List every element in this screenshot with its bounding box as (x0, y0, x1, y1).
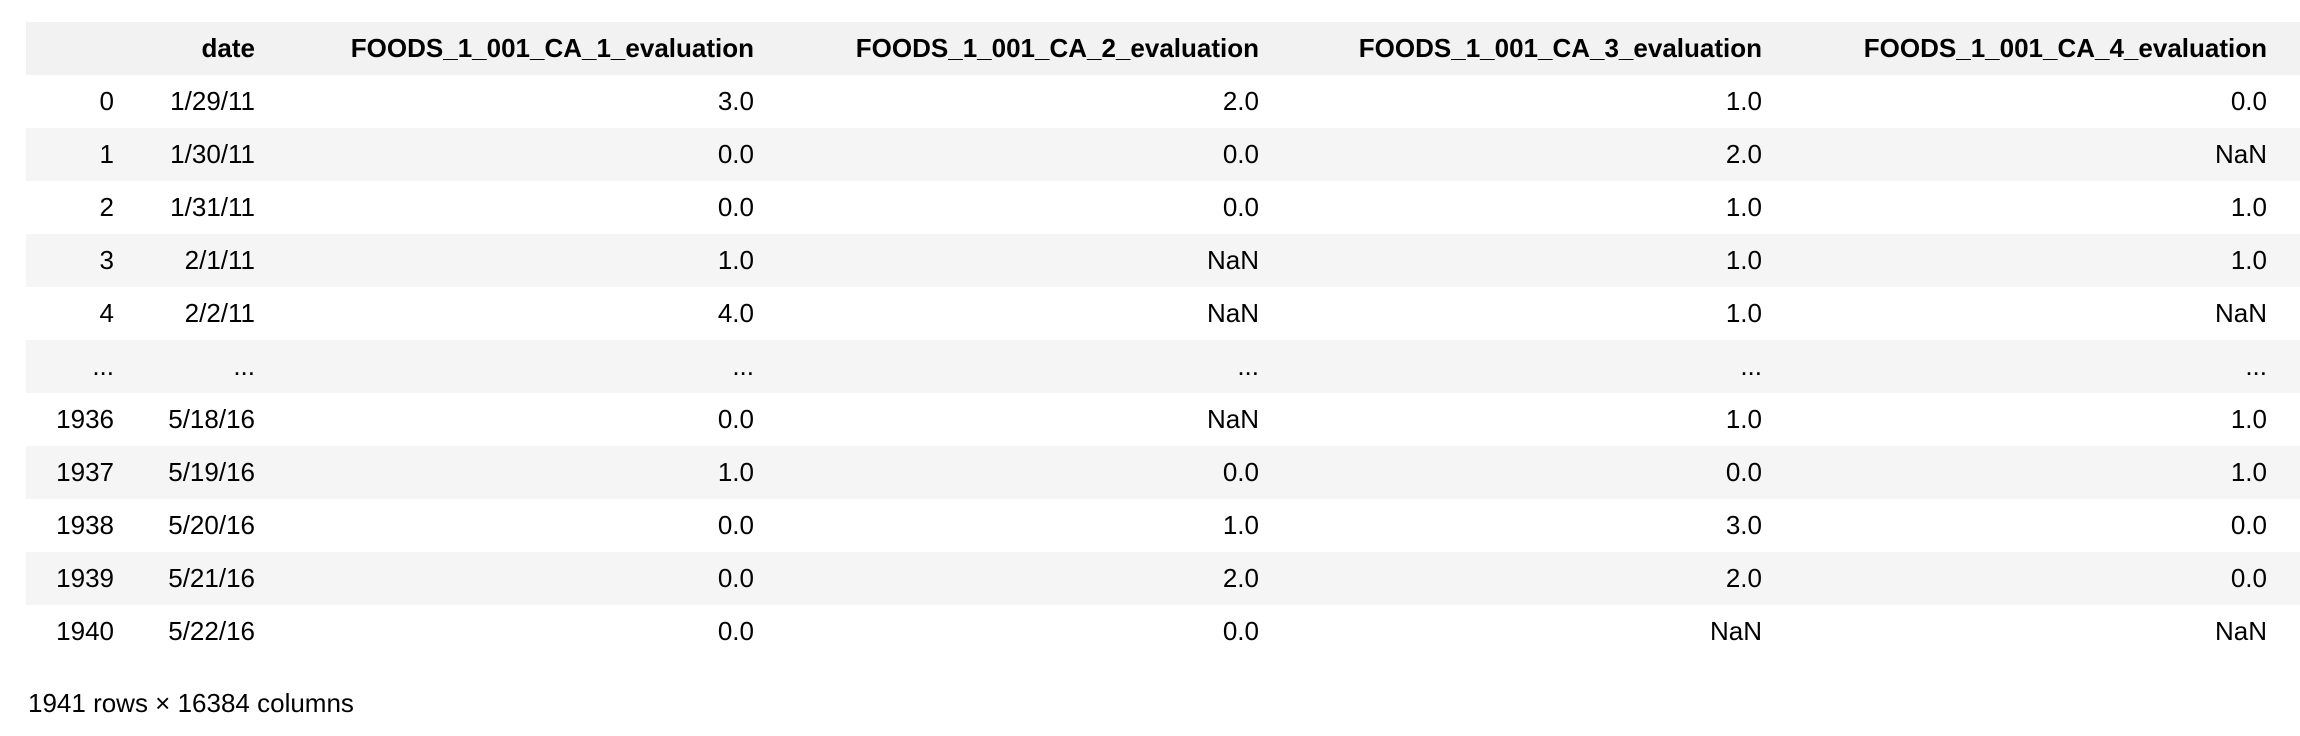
table-cell: 2.0 (1725, 139, 1762, 169)
table-cell: ... (233, 351, 255, 381)
table-cell: 1.0 (1725, 245, 1762, 275)
table-cell: 0.0 (1222, 139, 1259, 169)
table-cell: ... (2245, 351, 2267, 381)
row-index: ... (92, 351, 114, 381)
table-cell: 1.0 (1725, 298, 1762, 328)
table-cell: 5/19/16 (168, 457, 255, 487)
table-cell: NaN (1709, 616, 1762, 646)
column-header: date (201, 33, 255, 63)
table-cell: 1.0 (717, 245, 754, 275)
table-cell: ... (1237, 351, 1259, 381)
table-cell: NaN (1206, 298, 1259, 328)
table-cell: 1.0 (2230, 192, 2267, 222)
table-cell: 1/31/11 (170, 192, 255, 222)
table-cell: 2/1/11 (184, 245, 255, 275)
table-cell: 5/22/16 (168, 616, 255, 646)
table-cell: 2/2/11 (184, 298, 255, 328)
header-row: date FOODS_1_001_CA_1_evaluation FOODS_1_0… (26, 22, 2300, 75)
table-row: 3 2/1/11 1.0 NaN 1.0 1.0 (26, 234, 2300, 287)
column-header: FOODS_1_001_CA_1_evaluation (350, 33, 754, 63)
table-cell: 0.0 (717, 192, 754, 222)
table-row: 1 1/30/11 0.0 0.0 2.0 NaN (26, 128, 2300, 181)
row-index: 1940 (56, 616, 114, 646)
row-index: 1 (99, 139, 114, 169)
table-header: date FOODS_1_001_CA_1_evaluation FOODS_1_0… (26, 22, 2300, 75)
table-cell: 0.0 (1222, 457, 1259, 487)
table-cell: 5/21/16 (168, 563, 255, 593)
row-index: 0 (99, 86, 114, 116)
table-cell: ... (732, 351, 754, 381)
table-cell: 1/30/11 (170, 139, 255, 169)
table-row: 1940 5/22/16 0.0 0.0 NaN NaN (26, 605, 2300, 658)
column-header: FOODS_1_001_CA_4_evaluation (1863, 33, 2267, 63)
table-cell: 0.0 (717, 139, 754, 169)
table-cell: 0.0 (717, 404, 754, 434)
table-cell: 1.0 (2230, 404, 2267, 434)
table-body: 0 1/29/11 3.0 2.0 1.0 0.0 1 1/30/11 0.0 0.0 2.0 NaN… (26, 75, 2300, 658)
column-header: FOODS_1_001_CA_3_evaluation (1358, 33, 1762, 63)
table-cell: 5/20/16 (168, 510, 255, 540)
table-cell: NaN (1206, 245, 1259, 275)
table-cell: 0.0 (1222, 192, 1259, 222)
table-cell: 2.0 (1222, 563, 1259, 593)
table-cell: 1.0 (1222, 510, 1259, 540)
row-index: 4 (99, 298, 114, 328)
table-row: 1936 5/18/16 0.0 NaN 1.0 1.0 (26, 393, 2300, 446)
row-index: 2 (99, 192, 114, 222)
table-cell: 5/18/16 (168, 404, 255, 434)
table-cell: 2.0 (1725, 563, 1762, 593)
table-cell: NaN (2214, 616, 2267, 646)
table-cell: 0.0 (1222, 616, 1259, 646)
dataframe: date FOODS_1_001_CA_1_evaluation FOODS_1_0… (26, 22, 2300, 658)
row-index: 1938 (56, 510, 114, 540)
table-cell: 1/29/11 (170, 86, 255, 116)
table-cell: 1.0 (1725, 86, 1762, 116)
table-row: 2 1/31/11 0.0 0.0 1.0 1.0 (26, 181, 2300, 234)
table-cell: 4.0 (717, 298, 754, 328)
table-row: 1937 5/19/16 1.0 0.0 0.0 1.0 (26, 446, 2300, 499)
index-header (26, 22, 114, 75)
table-cell: 0.0 (2230, 563, 2267, 593)
table-cell: 0.0 (717, 616, 754, 646)
table-row: 1938 5/20/16 0.0 1.0 3.0 0.0 (26, 499, 2300, 552)
table-cell: 1.0 (2230, 457, 2267, 487)
column-header: FOODS_1_001_CA_2_evaluation (855, 33, 1259, 63)
row-index: 1936 (56, 404, 114, 434)
row-index: 1937 (56, 457, 114, 487)
table-cell: 1.0 (1725, 404, 1762, 434)
table-cell: 0.0 (717, 563, 754, 593)
row-index: 3 (99, 245, 114, 275)
table-cell: 0.0 (2230, 510, 2267, 540)
table-cell: ... (1740, 351, 1762, 381)
table-cell: 3.0 (717, 86, 754, 116)
table-cell: NaN (2214, 139, 2267, 169)
table-row: 0 1/29/11 3.0 2.0 1.0 0.0 (26, 75, 2300, 128)
table-cell: 1.0 (1725, 192, 1762, 222)
table-cell: NaN (2214, 298, 2267, 328)
shape-summary: 1941 rows × 16384 columns (28, 688, 354, 718)
row-index: 1939 (56, 563, 114, 593)
table-cell: 3.0 (1725, 510, 1762, 540)
table-cell: 2.0 (1222, 86, 1259, 116)
table-cell: NaN (1206, 404, 1259, 434)
table-row: .................. (26, 340, 2300, 393)
table-cell: 1.0 (2230, 245, 2267, 275)
table-row: 1939 5/21/16 0.0 2.0 2.0 0.0 (26, 552, 2300, 605)
table-row: 4 2/2/11 4.0 NaN 1.0 NaN (26, 287, 2300, 340)
table-cell: 0.0 (2230, 86, 2267, 116)
table-cell: 0.0 (717, 510, 754, 540)
table-cell: 0.0 (1725, 457, 1762, 487)
table-cell: 1.0 (717, 457, 754, 487)
